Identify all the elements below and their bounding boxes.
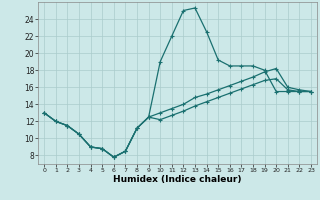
- X-axis label: Humidex (Indice chaleur): Humidex (Indice chaleur): [113, 175, 242, 184]
